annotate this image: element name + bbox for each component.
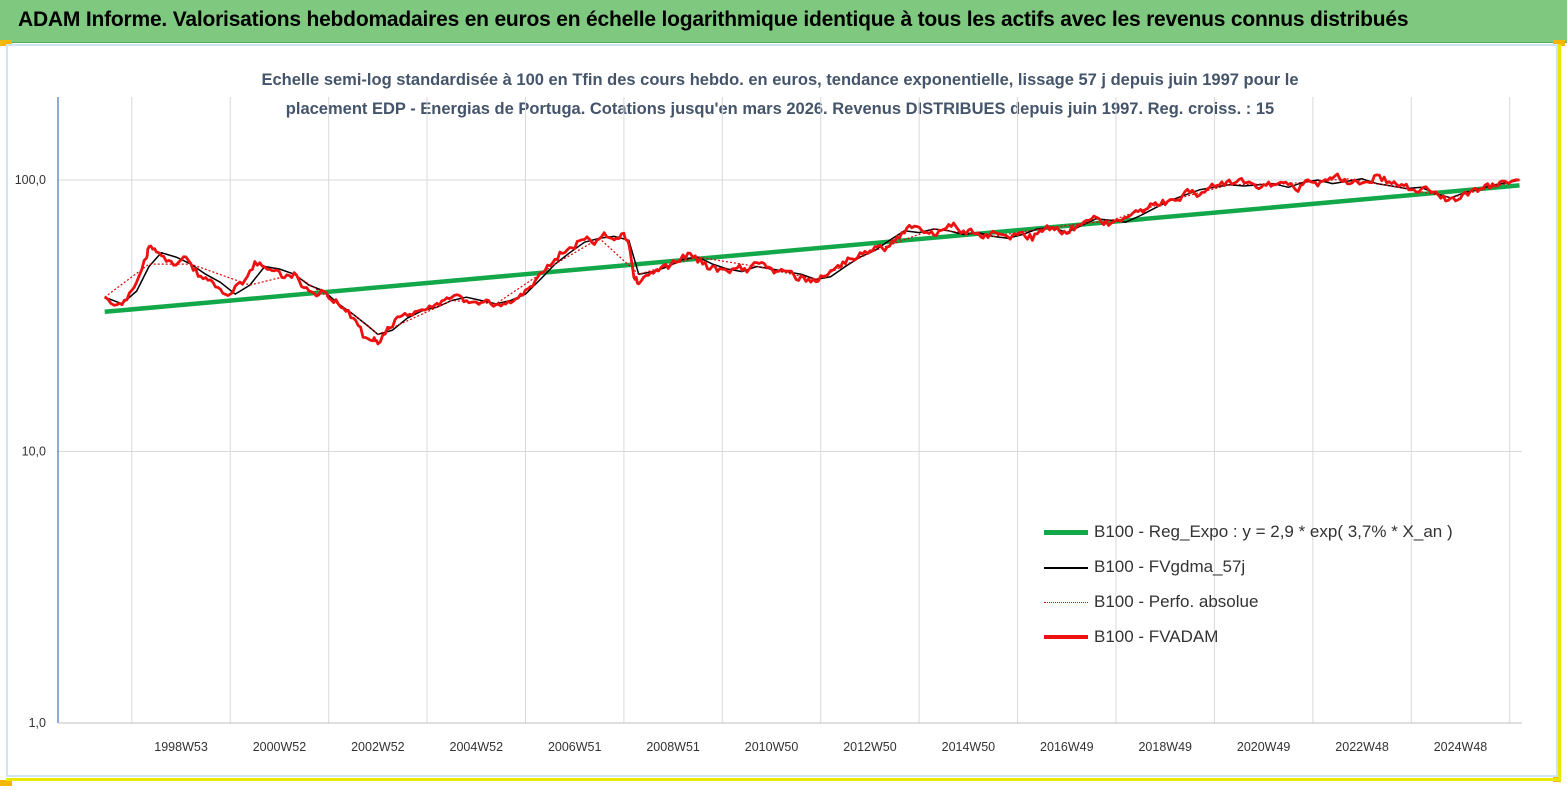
frame-bottom-border <box>6 778 1558 781</box>
series-fvadam-line <box>103 172 1520 346</box>
chart-title-line-1: Echelle semi-log standardisée à 100 en T… <box>261 71 1299 89</box>
x-tick-label-9: 2016W49 <box>1040 740 1094 754</box>
y-tick-label-2: 1,0 <box>29 716 46 730</box>
legend-label-fvadam: B100 - FVADAM <box>1094 627 1219 646</box>
legend-swatch-fvadam <box>1044 635 1088 639</box>
y-tick-label-0: 100,0 <box>15 173 46 187</box>
legend-swatch-regression <box>1044 530 1088 535</box>
x-tick-label-3: 2004W52 <box>450 740 504 754</box>
x-tick-label-10: 2018W49 <box>1138 740 1192 754</box>
report-title: ADAM Informe. Valorisations hebdomadaire… <box>18 8 1409 31</box>
legend-swatch-perfo <box>1044 602 1088 603</box>
x-tick-label-2: 2002W52 <box>351 740 405 754</box>
chart-title: Echelle semi-log standardisée à 100 en T… <box>200 66 1360 124</box>
x-tick-label-1: 2000W52 <box>253 740 307 754</box>
x-tick-label-0: 1998W53 <box>154 740 208 754</box>
chart-title-line-2: placement EDP - Energias de Portuga. Cot… <box>285 100 1275 118</box>
x-tick-label-5: 2008W51 <box>646 740 700 754</box>
x-tick-label-12: 2022W48 <box>1335 740 1389 754</box>
corner-marker-bl <box>0 780 12 786</box>
legend-swatch-smoothed <box>1044 567 1088 569</box>
x-tick-label-8: 2014W50 <box>942 740 996 754</box>
corner-marker-tl <box>0 40 12 46</box>
frame-right-border <box>1558 44 1561 781</box>
corner-marker-tr <box>1553 40 1565 46</box>
x-tick-label-4: 2006W51 <box>548 740 602 754</box>
x-tick-label-6: 2010W50 <box>745 740 799 754</box>
legend-label-regression: B100 - Reg_Expo : y = 2,9 * exp( 3,7% * … <box>1094 522 1453 541</box>
report-header: ADAM Informe. Valorisations hebdomadaire… <box>0 0 1567 43</box>
x-tick-label-11: 2020W49 <box>1237 740 1291 754</box>
legend-label-smoothed: B100 - FVgdma_57j <box>1094 557 1246 576</box>
chart-frame <box>6 44 1558 777</box>
legend-label-perfo: B100 - Perfo. absolue <box>1094 592 1259 611</box>
x-tick-label-13: 2024W48 <box>1434 740 1488 754</box>
series-regression-line <box>104 183 1520 315</box>
x-tick-label-7: 2012W50 <box>843 740 897 754</box>
y-tick-label-1: 10,0 <box>22 445 46 459</box>
